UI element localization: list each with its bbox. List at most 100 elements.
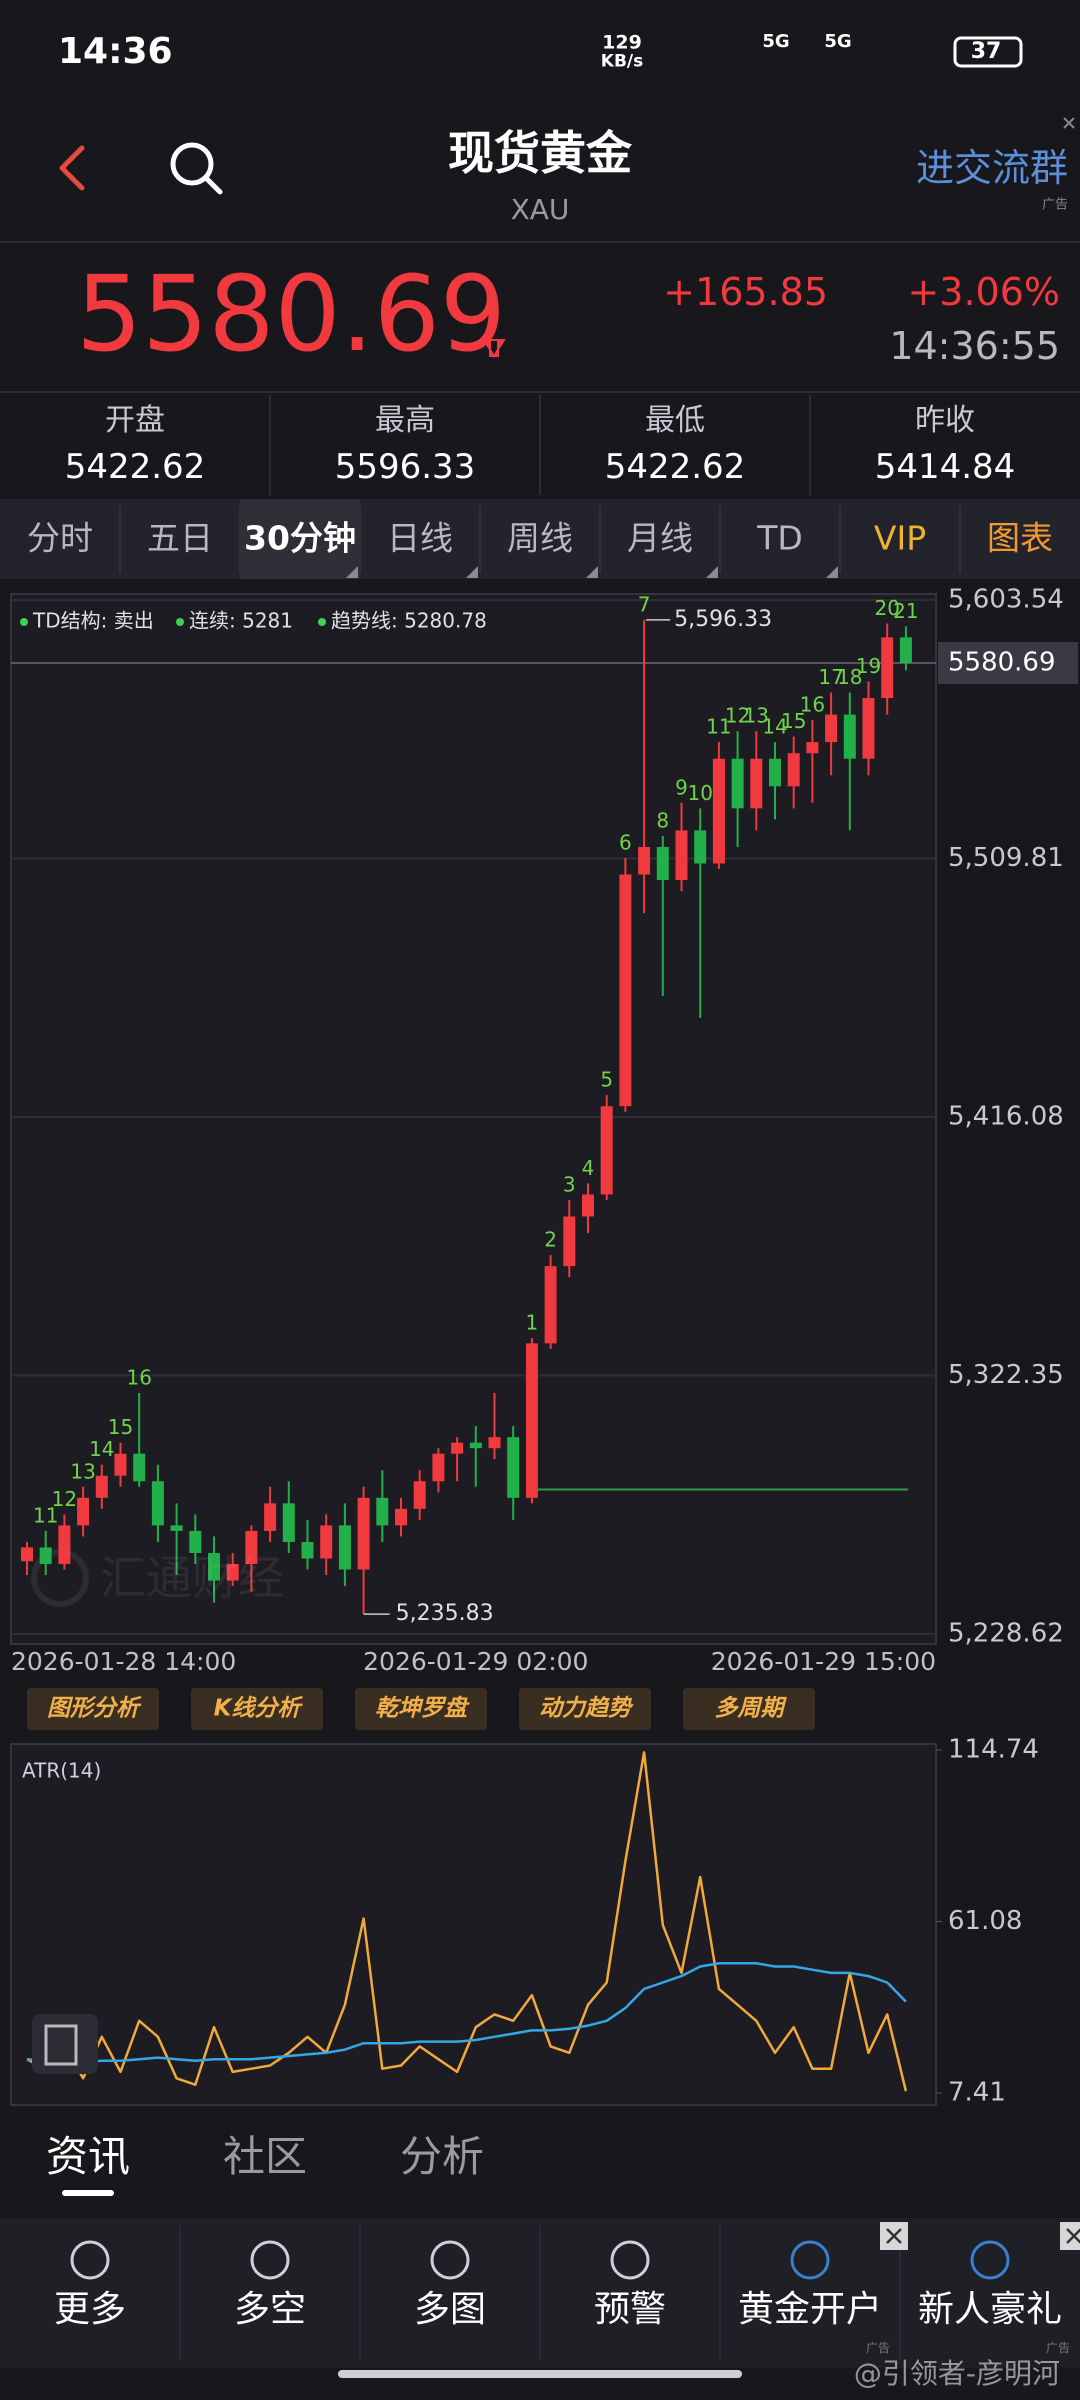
tool-button-bg[interactable]	[27, 1688, 159, 1730]
y-tick-label: 61.08	[948, 1906, 1022, 1936]
candle-body	[787, 753, 800, 787]
page-subtitle: XAU	[510, 193, 570, 226]
candle-body	[769, 758, 781, 787]
page-title: 现货黄金	[448, 126, 632, 180]
nav-icon[interactable]	[430, 2240, 470, 2280]
candle-body	[338, 1525, 351, 1570]
active-section-underline	[62, 2190, 114, 2196]
search-icon-handle	[203, 175, 223, 195]
td-count-label: 20	[874, 596, 899, 620]
close-ad-button[interactable]	[1060, 2222, 1080, 2250]
timeframe-tab[interactable]: 周线	[507, 518, 573, 558]
timeframe-tab[interactable]: 30分钟	[244, 518, 356, 558]
candle-body	[862, 698, 875, 759]
td-count-label: 8	[656, 808, 669, 832]
high-label: 5,596.33	[674, 607, 772, 632]
timeframe-tab[interactable]: 日线	[387, 518, 453, 558]
tool-button[interactable]: 多周期	[714, 1695, 784, 1722]
candle-body	[619, 874, 632, 1107]
search-icon[interactable]	[170, 142, 214, 186]
td-count-label: 14	[89, 1437, 114, 1461]
tool-button-bg[interactable]	[355, 1688, 487, 1730]
join-group-link[interactable]: 进交流群	[915, 146, 1068, 190]
stat-value: 5422.62	[64, 447, 206, 487]
nav-label[interactable]: 多图	[413, 2289, 487, 2330]
y-tick-label: 5,509.81	[948, 843, 1064, 873]
ad-tag: 广告	[1045, 2341, 1070, 2355]
nav-icon[interactable]	[70, 2240, 110, 2280]
stat-label: 最低	[645, 403, 705, 438]
last-price: 5580.69	[76, 253, 507, 375]
candle-body	[675, 830, 688, 881]
candle-body	[525, 1343, 538, 1498]
tool-button[interactable]: K线分析	[213, 1695, 301, 1722]
td-count-label: 6	[619, 830, 632, 854]
timeframe-tab[interactable]: 五日	[147, 518, 213, 558]
candle-body	[469, 1442, 482, 1449]
timeframe-tab[interactable]: 分时	[27, 518, 93, 558]
tab-corner-mark	[466, 566, 478, 578]
nav-icon[interactable]	[610, 2240, 650, 2280]
candle-body	[451, 1442, 464, 1454]
candle-body	[806, 742, 819, 754]
td-count-label: 14	[762, 715, 787, 739]
tool-button[interactable]: 乾坤罗盘	[375, 1695, 467, 1722]
close-ad-icon[interactable]	[1063, 117, 1075, 129]
td-count-label: 4	[582, 1156, 595, 1180]
candle-body	[77, 1497, 90, 1526]
tool-button-bg[interactable]	[191, 1688, 323, 1730]
legend-dot	[318, 618, 326, 626]
overlay-icon-glyph	[44, 2024, 78, 2066]
y-tick-label: 7.41	[948, 2078, 1006, 2108]
status-speed-unit: KB/s	[600, 51, 644, 72]
tab-bar-bg	[0, 499, 1080, 579]
overlay-icon[interactable]	[32, 2014, 98, 2074]
section-tab[interactable]: 分析	[399, 2132, 485, 2181]
tab-corner-mark	[586, 566, 598, 578]
tool-button-bg[interactable]	[519, 1688, 651, 1730]
timeframe-tab[interactable]: VIP	[873, 518, 927, 558]
tool-button-bg[interactable]	[683, 1688, 815, 1730]
candle-body	[507, 1437, 520, 1498]
tool-button[interactable]: 动力趋势	[539, 1695, 631, 1722]
candle-body	[694, 830, 707, 864]
td-count-label: 2	[544, 1228, 557, 1252]
active-tab-bg	[240, 499, 360, 579]
candle-body	[413, 1481, 426, 1509]
nav-icon[interactable]	[970, 2240, 1010, 2280]
td-count-label: 17	[818, 665, 843, 689]
stat-label: 昨收	[915, 403, 975, 438]
nav-label[interactable]: 更多	[53, 2289, 127, 2330]
candle-body	[133, 1453, 146, 1482]
y-tick-label: 5,603.54	[948, 585, 1064, 615]
td-count-label: 18	[837, 665, 862, 689]
nav-label[interactable]: 黄金开户	[737, 2289, 883, 2330]
legend-dot	[176, 618, 184, 626]
section-tab[interactable]: 社区	[222, 2132, 308, 2181]
section-tab[interactable]: 资讯	[45, 2132, 131, 2181]
nav-icon[interactable]	[250, 2240, 290, 2280]
candle-body	[881, 637, 894, 699]
nav-label[interactable]: 预警	[593, 2289, 667, 2330]
y-tick-label: 114.74	[948, 1735, 1039, 1765]
nav-label[interactable]: 新人豪礼	[917, 2289, 1063, 2330]
timeframe-tab[interactable]: 月线	[627, 518, 693, 558]
timeframe-tab[interactable]: 图表	[987, 518, 1053, 558]
last-price-tag: 5580.69	[948, 648, 1056, 678]
td-count-label: 7	[638, 592, 651, 616]
candle-body	[395, 1508, 407, 1526]
x-tick-label: 2026-01-28 14:00	[11, 1647, 236, 1676]
timeframe-tab[interactable]: TD	[757, 518, 803, 558]
candle-body	[226, 1564, 239, 1581]
stat-label: 开盘	[105, 403, 165, 438]
tool-button[interactable]: 图形分析	[47, 1695, 139, 1722]
last-price-tag-bg	[938, 642, 1078, 685]
quote-time: 14:36:55	[889, 324, 1060, 368]
nav-label[interactable]: 多空	[233, 2289, 307, 2330]
stat-value: 5422.62	[604, 447, 746, 487]
back-icon[interactable]	[59, 145, 85, 191]
nav-icon[interactable]	[790, 2240, 830, 2280]
status-speed: 129	[602, 31, 642, 54]
y-tick-label: 5,322.35	[948, 1360, 1064, 1390]
